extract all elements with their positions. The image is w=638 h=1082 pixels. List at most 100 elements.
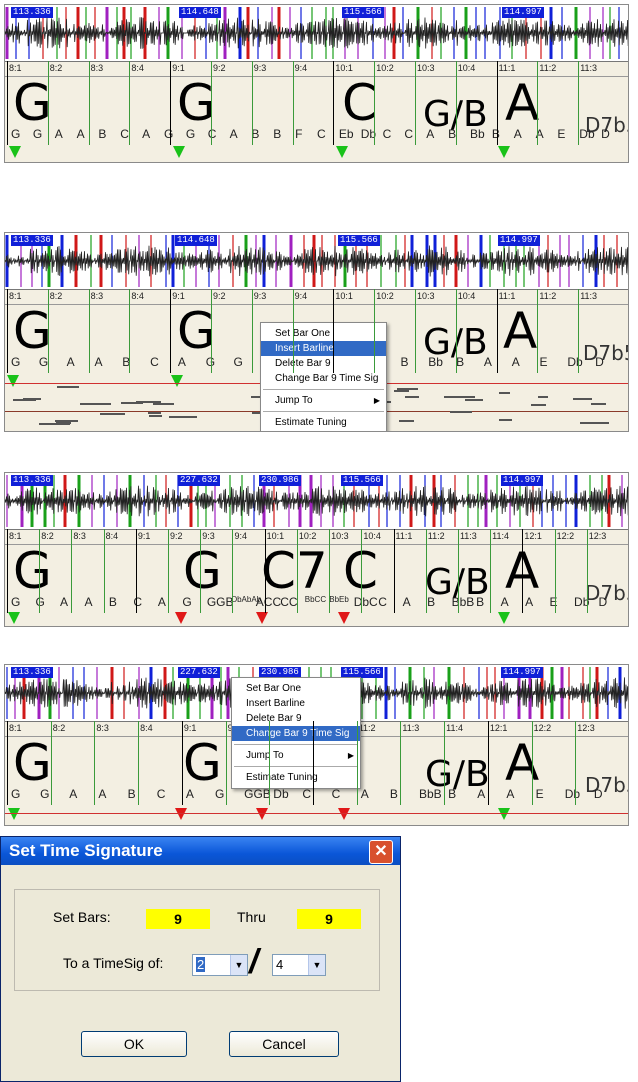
menu-item-estimate-tuning[interactable]: Estimate Tuning bbox=[275, 417, 347, 428]
chord-symbol[interactable]: A bbox=[505, 734, 540, 792]
note-label: Bb bbox=[428, 355, 443, 369]
chord-symbol[interactable]: A bbox=[505, 74, 540, 132]
chevron-down-icon[interactable]: ▼ bbox=[308, 955, 325, 975]
menu-item-change-time-sig[interactable]: Change Bar 9 Time Sig bbox=[275, 373, 379, 384]
beat-label: 11:3 bbox=[459, 531, 477, 541]
menu-item-delete-bar[interactable]: Delete Bar 9 bbox=[275, 358, 331, 369]
beat-label: 8:3 bbox=[96, 723, 109, 733]
note-label: A bbox=[506, 787, 515, 801]
beat-line bbox=[522, 529, 524, 613]
waveform-2[interactable] bbox=[5, 233, 628, 289]
note-label: A bbox=[142, 127, 151, 141]
red-marker[interactable] bbox=[175, 808, 187, 820]
chord-symbol[interactable]: G bbox=[177, 74, 216, 132]
beat-line bbox=[129, 289, 131, 373]
chord-track-panel-1: 113.336 114.648 115.566 114.997 8:1 8:2 8:… bbox=[4, 4, 629, 163]
red-marker[interactable] bbox=[256, 612, 268, 624]
menu-item-estimate-tuning[interactable]: Estimate Tuning bbox=[246, 772, 318, 783]
chord-symbol[interactable]: G bbox=[13, 74, 52, 132]
beat-line bbox=[94, 721, 96, 805]
menu-item-change-time-sig[interactable]: Change Bar 9 Time Sig bbox=[232, 726, 360, 741]
chord-row[interactable]: G G G/B A D7b5 GGAABCAGGGBDbCCABBbBBAAED… bbox=[5, 735, 628, 807]
green-marker[interactable] bbox=[7, 375, 19, 387]
note-label: BbEb bbox=[329, 595, 349, 604]
submenu-arrow-icon: ▶ bbox=[373, 396, 380, 405]
menu-item-insert-barline[interactable]: Insert Barline bbox=[246, 698, 305, 709]
chevron-down-icon[interactable]: ▼ bbox=[230, 955, 247, 975]
green-marker[interactable] bbox=[8, 612, 20, 624]
note-label: E bbox=[539, 355, 548, 369]
note-label: A bbox=[500, 595, 509, 609]
menu-item-set-bar-one[interactable]: Set Bar One bbox=[246, 683, 302, 694]
beat-label: 9:4 bbox=[294, 291, 308, 301]
close-icon[interactable]: ✕ bbox=[369, 840, 393, 864]
chord-symbol[interactable]: G bbox=[183, 542, 222, 600]
beat-ruler[interactable]: 8:1 8:2 8:3 8:4 9:1 9:2 9:3 9:4 10:1 10:2 10:3 10:4… bbox=[5, 529, 628, 545]
chord-symbol[interactable]: A bbox=[503, 302, 538, 360]
chord-symbol[interactable]: D7b5 bbox=[585, 581, 628, 605]
chord-symbol[interactable]: G bbox=[183, 734, 222, 792]
pitch-dash bbox=[537, 395, 549, 398]
green-marker[interactable] bbox=[336, 146, 348, 158]
beat-label: 10:3 bbox=[331, 531, 349, 541]
chord-symbol[interactable]: D7b5 bbox=[583, 341, 628, 365]
chord-symbol[interactable]: C7 bbox=[261, 542, 328, 600]
beat-label: 8:2 bbox=[52, 723, 66, 733]
beat-label: 8:4 bbox=[140, 723, 153, 733]
chord-symbol[interactable]: G bbox=[13, 734, 52, 792]
chord-row[interactable]: G G C G/B A D7b5 GGAABCAGGCABBFCEbDbCCAB… bbox=[5, 75, 628, 147]
green-marker[interactable] bbox=[171, 375, 183, 387]
beat-line bbox=[135, 529, 137, 613]
menu-item-insert-barline[interactable]: Insert Barline bbox=[261, 341, 386, 356]
menu-item-jump-to[interactable]: Jump To ▶ bbox=[261, 393, 386, 408]
menu-item-set-bar-one[interactable]: Set Bar One bbox=[275, 328, 331, 339]
note-label: Db bbox=[564, 787, 581, 801]
chord-row[interactable]: G G G/B A D7b5 GGAABCAGGCABCABBbBAAEDbD bbox=[5, 303, 628, 375]
green-marker[interactable] bbox=[498, 612, 510, 624]
red-marker[interactable] bbox=[338, 808, 350, 820]
menu-item-jump-to[interactable]: Jump To ▶ bbox=[232, 748, 360, 763]
green-marker[interactable] bbox=[498, 146, 510, 158]
note-label: Eb bbox=[338, 127, 354, 141]
green-marker[interactable] bbox=[498, 808, 510, 820]
chord-symbol[interactable]: D7b5 bbox=[585, 773, 628, 797]
red-marker[interactable] bbox=[256, 808, 268, 820]
menu-item-delete-bar[interactable]: Delete Bar 9 bbox=[246, 713, 302, 724]
chord-symbol[interactable]: A bbox=[505, 542, 540, 600]
beat-ruler[interactable]: 8:1 8:2 8:3 8:4 9:1 9:2 9:3 9:4 10:1 10:2 10:3 10:4… bbox=[5, 61, 628, 77]
chord-symbol[interactable]: D7b5 bbox=[585, 113, 628, 137]
pitch-dash bbox=[580, 422, 610, 425]
chord-symbol[interactable]: G/B bbox=[425, 754, 490, 795]
chord-symbol[interactable]: G bbox=[13, 542, 52, 600]
chord-symbol[interactable]: G bbox=[177, 302, 216, 360]
beat-label: 11:4 bbox=[492, 531, 510, 541]
green-marker[interactable] bbox=[8, 808, 20, 820]
beat-label: 11:3 bbox=[580, 291, 598, 301]
cancel-button[interactable]: Cancel bbox=[229, 1031, 339, 1057]
denominator-select[interactable]: 4 ▼ bbox=[272, 954, 326, 976]
beat-label: 10:4 bbox=[363, 531, 381, 541]
chord-symbol[interactable]: G/B bbox=[423, 322, 488, 363]
chord-symbol[interactable]: C bbox=[343, 542, 378, 600]
chord-symbol[interactable]: C bbox=[342, 74, 377, 132]
pitch-dash bbox=[80, 402, 112, 405]
chord-symbol[interactable]: G/B bbox=[423, 94, 488, 135]
beat-line bbox=[531, 721, 533, 805]
red-marker[interactable] bbox=[175, 612, 187, 624]
tempo-label: 113.336 bbox=[11, 475, 53, 486]
chord-symbol[interactable]: G/B bbox=[425, 562, 490, 603]
note-label: B bbox=[122, 355, 131, 369]
green-marker[interactable] bbox=[173, 146, 185, 158]
slash-separator: / bbox=[249, 943, 259, 981]
green-marker[interactable] bbox=[9, 146, 21, 158]
chord-symbol[interactable]: G bbox=[13, 302, 52, 360]
tempo-label: 114.648 bbox=[175, 235, 217, 246]
beat-ruler[interactable]: 8:1 8:2 8:3 8:4 9:1 9:2 9:3 9:4 10:1 10:2 10:3 10:4… bbox=[5, 289, 628, 305]
red-marker[interactable] bbox=[338, 612, 350, 624]
numerator-select[interactable]: 2 ▼ bbox=[192, 954, 248, 976]
ok-button[interactable]: OK bbox=[81, 1031, 187, 1057]
beat-label: 9:3 bbox=[253, 63, 267, 73]
chord-row[interactable]: G G C7 C G/B A D7b5 GGAABCAGGGBDbAbAbACC… bbox=[5, 543, 628, 615]
beat-line bbox=[251, 61, 253, 145]
beat-label: 11:2 bbox=[539, 63, 557, 73]
